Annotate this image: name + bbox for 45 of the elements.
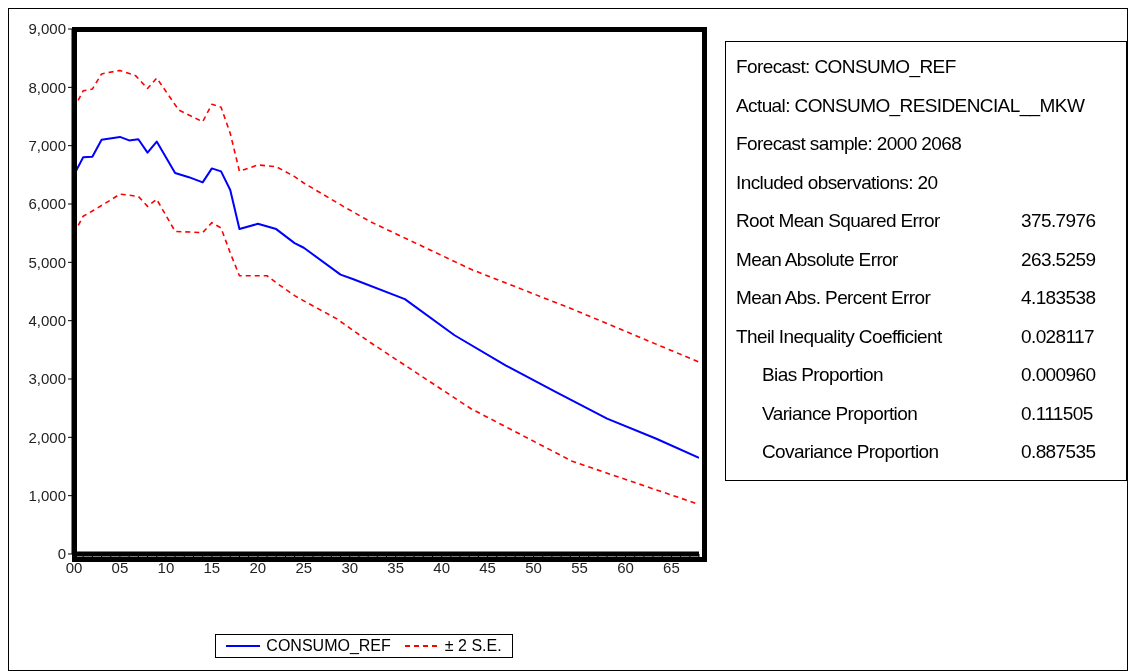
x-tick-label: 60 (617, 558, 634, 576)
legend-label: CONSUMO_REF (266, 637, 391, 655)
x-tick-label: 65 (663, 558, 680, 576)
x-tick-label: 45 (479, 558, 496, 576)
line-series (74, 135, 699, 459)
y-tick-label: 3,000 (28, 370, 66, 388)
text: 0.028117 (1021, 324, 1095, 349)
text: Mean Abs. Percent Error (736, 286, 932, 310)
y-tick-label: 2,000 (28, 428, 66, 446)
text: 0.887535 (1021, 440, 1096, 464)
text: 375.7976 (1021, 209, 1096, 233)
x-tick-label: 55 (571, 558, 588, 576)
y-tick-label: 0 (57, 545, 66, 563)
legend-label: ± 2 S.E. (444, 637, 502, 655)
y-tick-label: 4,000 (28, 311, 66, 329)
y-tick-label: 8,000 (28, 78, 66, 96)
text: Theil Inequality Coefficient (736, 324, 943, 349)
text: 4.183538 (1021, 286, 1096, 310)
x-tick-label: 00 (65, 558, 83, 576)
y-tick-label: 6,000 (28, 195, 66, 213)
x-tick-label: 15 (203, 558, 221, 576)
text: 263.5259 (1021, 247, 1096, 272)
x-tick-label: 05 (111, 558, 129, 576)
text: Forecast sample: 2000 2068 (736, 132, 963, 156)
text: Root Mean Squared Error (736, 209, 941, 233)
y-tick-label: 9,000 (28, 20, 66, 38)
text: Included observations: 20 (736, 170, 939, 195)
text: Mean Absolute Error (736, 247, 899, 272)
text: Actual: CONSUMO_RESIDENCIAL__MKW (736, 93, 1086, 119)
text: Forecast: CONSUMO_REF (736, 55, 957, 80)
x-tick-label: 40 (433, 558, 450, 576)
text: Variance Proportion (761, 401, 919, 426)
y-tick-label: 1,000 (28, 486, 66, 504)
x-tick-label: 20 (249, 558, 267, 576)
y-tick-label: 5,000 (28, 253, 66, 271)
x-tick-label: 10 (157, 558, 175, 576)
x-tick-label: 30 (341, 558, 359, 576)
x-tick-label: 50 (525, 558, 542, 576)
y-tick-label: 7,000 (28, 136, 66, 154)
text: 0.111505 (1021, 401, 1093, 426)
text: Bias Proportion (761, 363, 884, 387)
text: Covariance Proportion (761, 440, 940, 464)
text: 0.000960 (1021, 363, 1096, 387)
x-tick-label: 35 (387, 558, 405, 576)
x-tick-label: 25 (295, 558, 313, 576)
